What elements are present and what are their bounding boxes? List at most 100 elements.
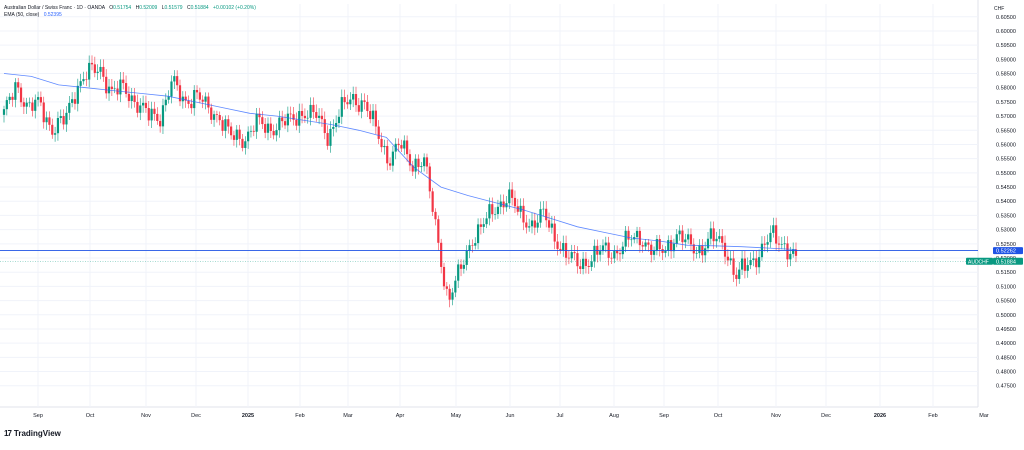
candle-body [789, 253, 792, 260]
candle-body [675, 234, 678, 244]
tradingview-branding[interactable]: 17 TradingView [4, 429, 61, 438]
candle-body [706, 238, 710, 249]
candle-body [93, 64, 96, 73]
x-tick-label: Jun [506, 413, 515, 419]
y-tick-label: 0.48500 [996, 355, 1016, 361]
y-tick-label: 0.51500 [996, 270, 1016, 276]
candle-body [672, 243, 676, 252]
candle-body [371, 110, 375, 120]
candle-body [425, 157, 429, 167]
candle-body [627, 230, 630, 240]
candle-body [278, 117, 281, 131]
x-tick-label: Nov [141, 413, 151, 419]
candle-body [2, 109, 6, 115]
candle-body [65, 112, 68, 125]
candle-body [153, 108, 156, 114]
x-tick-label: Aug [609, 413, 619, 419]
y-tick-label: 0.47500 [996, 384, 1016, 390]
candle-body [755, 258, 758, 268]
candle-body [306, 117, 309, 119]
y-tick-label: 0.50500 [996, 299, 1016, 305]
candle-body [51, 124, 54, 135]
candle-body [289, 113, 292, 115]
candle-body [681, 230, 684, 243]
symbol-name-text: AUDCHF [968, 259, 989, 265]
candle-body [664, 250, 667, 253]
candle-body [8, 96, 11, 101]
x-tick-label: Dec [191, 413, 201, 419]
candle-body [312, 104, 315, 113]
candle-body [335, 123, 338, 127]
candle-body [405, 140, 409, 155]
candle-body [176, 76, 179, 86]
candle-body [380, 138, 383, 148]
candle-body [476, 224, 480, 244]
candle-body [522, 205, 525, 223]
candle-body [408, 154, 412, 166]
candle-body [431, 191, 434, 212]
candle-body [235, 129, 238, 140]
y-tick-label: 0.49000 [996, 341, 1016, 347]
candle-body [173, 76, 176, 82]
candle-body [641, 245, 644, 247]
x-tick-label: Feb [928, 413, 937, 419]
candle-body [721, 236, 724, 243]
candle-body [122, 79, 125, 84]
candle-body [587, 265, 590, 267]
candle-body [281, 117, 284, 122]
candle-body [53, 133, 57, 135]
candle-body [508, 189, 511, 204]
candle-body [545, 208, 548, 221]
y-tick-label: 0.58500 [996, 72, 1016, 78]
candle-body [136, 101, 139, 113]
indicator-legend[interactable]: EMA (50, close) 0.52395 [4, 12, 62, 18]
candle-body [73, 99, 77, 104]
candle-body [195, 89, 199, 93]
candle-body [479, 224, 483, 227]
candle-body [684, 239, 687, 243]
x-tick-label: Nov [771, 413, 781, 419]
y-tick-label: 0.60500 [996, 15, 1016, 21]
candle-body [170, 81, 173, 97]
candle-body [337, 116, 341, 124]
ema-price-text: 0.52262 [996, 249, 1016, 255]
candle-body [349, 99, 352, 105]
candle-body [468, 245, 471, 251]
ohlc-change-value: +0.00102 (+0.20%) [213, 5, 256, 11]
candle-body [388, 163, 392, 166]
candle-body [352, 94, 355, 100]
ohlc-high-value: 0.52009 [139, 5, 158, 11]
ema-price-tag [993, 247, 1023, 255]
y-tick-label: 0.53000 [996, 228, 1016, 234]
candle-body [579, 266, 582, 269]
candle-body [610, 257, 613, 259]
candle-body [42, 102, 45, 123]
candle-body [272, 130, 275, 136]
candle-body [190, 103, 193, 109]
candle-body [210, 107, 213, 120]
candle-body [442, 266, 446, 287]
candle-body [45, 117, 48, 123]
ema-line [3, 73, 797, 250]
candle-body [139, 105, 142, 113]
ohlc-high-label: H [135, 5, 140, 11]
candle-body [420, 166, 423, 168]
candle-body [184, 96, 187, 101]
candle-body [161, 105, 165, 127]
candle-body [638, 230, 641, 246]
candle-body [667, 240, 670, 251]
candle-body [474, 243, 477, 246]
candle-body [417, 158, 420, 168]
candle-body [792, 249, 795, 254]
candle-body [204, 96, 207, 102]
x-tick-label: Dec [821, 413, 831, 419]
candle-body [269, 123, 272, 131]
candle-body [354, 94, 358, 106]
candle-body [295, 119, 298, 126]
y-tick-label: 0.60000 [996, 29, 1016, 35]
candle-body [542, 208, 545, 210]
candle-body [317, 115, 321, 118]
candle-body [76, 85, 79, 104]
